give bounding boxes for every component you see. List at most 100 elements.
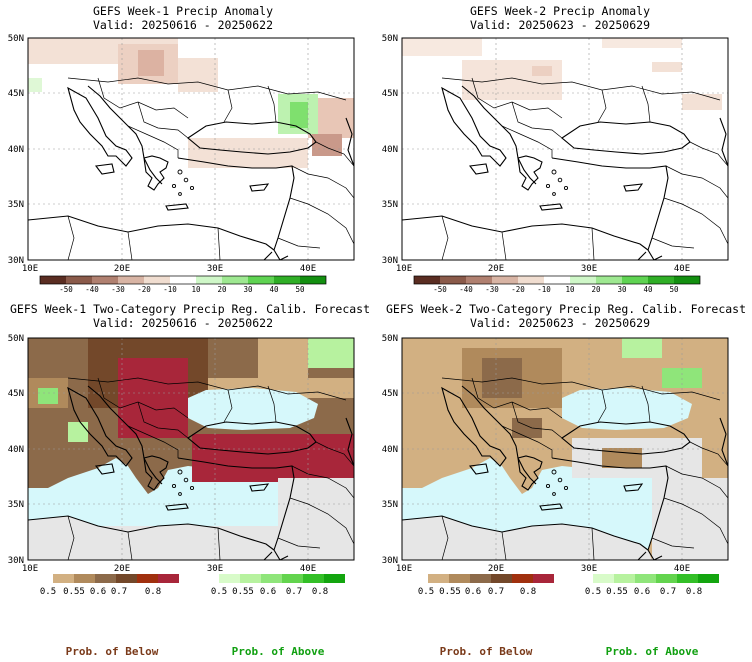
cb-label: 0.6 xyxy=(90,587,106,597)
prob-below-colorbar: 0.5 0.55 0.6 0.7 0.8 xyxy=(418,574,554,597)
cb-label: 50 xyxy=(669,285,679,294)
probability-field xyxy=(402,338,728,560)
panel-title: GEFS Week-1 Two-Category Precip Reg. Cal… xyxy=(10,302,370,316)
cb-label: -40 xyxy=(85,285,99,294)
cb-label: 20 xyxy=(591,285,601,294)
cb-label: 0.55 xyxy=(439,587,461,597)
anomaly-colorbar: -50 -40 -30 -20 -10 10 20 30 40 50 xyxy=(39,275,327,294)
y-tick: 40N xyxy=(382,145,398,155)
x-tick: 20E xyxy=(488,564,504,574)
y-tick: 50N xyxy=(8,34,24,44)
prob-above-colorbar: 0.5 0.55 0.6 0.7 0.8 xyxy=(585,574,719,597)
x-tick: 30E xyxy=(207,264,223,274)
cb-label: -30 xyxy=(485,285,499,294)
y-tick: 35N xyxy=(8,200,24,210)
cb-label: -20 xyxy=(511,285,525,294)
cb-label: 0.6 xyxy=(260,587,276,597)
y-tick: 50N xyxy=(8,334,24,344)
panel-valid: Valid: 20250623 - 20250629 xyxy=(470,316,650,330)
cb-label: 0.7 xyxy=(286,587,302,597)
map-area xyxy=(27,37,355,261)
panel-week1-anomaly: GEFS Week-1 Precip Anomaly Valid: 202506… xyxy=(8,4,355,294)
y-tick: 45N xyxy=(382,89,398,99)
prob-above-label: Prob. of Above xyxy=(232,645,325,658)
y-tick: 50N xyxy=(382,34,398,44)
y-tick: 45N xyxy=(8,389,24,399)
x-tick: 40E xyxy=(674,564,690,574)
y-tick: 35N xyxy=(382,500,398,510)
probability-field xyxy=(28,338,354,560)
cb-label: -10 xyxy=(537,285,551,294)
cb-label: 50 xyxy=(295,285,305,294)
panel-week1-two-category: GEFS Week-1 Two-Category Precip Reg. Cal… xyxy=(8,302,370,658)
x-tick: 10E xyxy=(22,264,38,274)
cb-label: 0.7 xyxy=(111,587,127,597)
cb-label: -40 xyxy=(459,285,473,294)
cb-label: 20 xyxy=(217,285,227,294)
x-tick: 10E xyxy=(396,264,412,274)
y-tick: 30N xyxy=(8,556,24,566)
panel-valid: Valid: 20250616 - 20250622 xyxy=(93,316,273,330)
prob-below-label: Prob. of Below xyxy=(440,645,533,658)
cb-label: 0.55 xyxy=(63,587,85,597)
map-area xyxy=(27,337,355,561)
map-area xyxy=(401,37,729,261)
x-tick: 40E xyxy=(674,264,690,274)
cb-label: 0.5 xyxy=(211,587,227,597)
prob-above-colorbar: 0.5 0.55 0.6 0.7 0.8 xyxy=(211,574,345,597)
cb-label: 40 xyxy=(269,285,279,294)
cb-label: 0.55 xyxy=(232,587,254,597)
cb-label: 40 xyxy=(643,285,653,294)
cb-label: 30 xyxy=(243,285,253,294)
x-tick: 20E xyxy=(114,564,130,574)
cb-label: 0.5 xyxy=(418,587,434,597)
cb-label: 0.8 xyxy=(686,587,702,597)
x-tick: 20E xyxy=(114,264,130,274)
x-tick: 10E xyxy=(396,564,412,574)
y-tick: 40N xyxy=(8,445,24,455)
cb-label: -50 xyxy=(59,285,73,294)
x-tick: 40E xyxy=(300,564,316,574)
y-tick: 35N xyxy=(8,500,24,510)
cb-label: 30 xyxy=(617,285,627,294)
y-tick: 50N xyxy=(382,334,398,344)
y-tick: 30N xyxy=(382,256,398,266)
y-tick: 30N xyxy=(8,256,24,266)
cb-label: 0.6 xyxy=(634,587,650,597)
map-area xyxy=(401,337,729,561)
cb-label: 0.8 xyxy=(312,587,328,597)
cb-label: 0.5 xyxy=(585,587,601,597)
panel-title: GEFS Week-2 Two-Category Precip Reg. Cal… xyxy=(386,302,746,316)
cb-label: 0.8 xyxy=(520,587,536,597)
cb-label: 0.6 xyxy=(465,587,481,597)
cb-label: 10 xyxy=(565,285,575,294)
x-tick: 10E xyxy=(22,564,38,574)
prob-above-label: Prob. of Above xyxy=(606,645,699,658)
x-tick: 30E xyxy=(207,564,223,574)
panel-title: GEFS Week-1 Precip Anomaly xyxy=(93,4,273,18)
cb-label: 10 xyxy=(191,285,201,294)
x-tick: 30E xyxy=(581,564,597,574)
x-tick: 30E xyxy=(581,264,597,274)
x-tick: 40E xyxy=(300,264,316,274)
y-tick: 30N xyxy=(382,556,398,566)
y-tick: 45N xyxy=(382,389,398,399)
cb-label: 0.7 xyxy=(660,587,676,597)
panel-valid: Valid: 20250623 - 20250629 xyxy=(470,18,650,32)
y-tick: 45N xyxy=(8,89,24,99)
prob-below-colorbar: 0.5 0.55 0.6 0.7 0.8 xyxy=(40,574,179,597)
cb-label: 0.5 xyxy=(40,587,56,597)
prob-below-label: Prob. of Below xyxy=(66,645,159,658)
cb-label: -30 xyxy=(111,285,125,294)
cb-label: 0.7 xyxy=(488,587,504,597)
panel-week2-anomaly: GEFS Week-2 Precip Anomaly Valid: 202506… xyxy=(382,4,729,294)
y-tick: 40N xyxy=(8,145,24,155)
panel-week2-two-category: GEFS Week-2 Two-Category Precip Reg. Cal… xyxy=(382,302,746,658)
y-tick: 35N xyxy=(382,200,398,210)
x-tick: 20E xyxy=(488,264,504,274)
anomaly-colorbar: -50 -40 -30 -20 -10 10 20 30 40 50 xyxy=(413,275,701,294)
panel-valid: Valid: 20250616 - 20250622 xyxy=(93,18,273,32)
cb-label: -20 xyxy=(137,285,151,294)
cb-label: -10 xyxy=(163,285,177,294)
